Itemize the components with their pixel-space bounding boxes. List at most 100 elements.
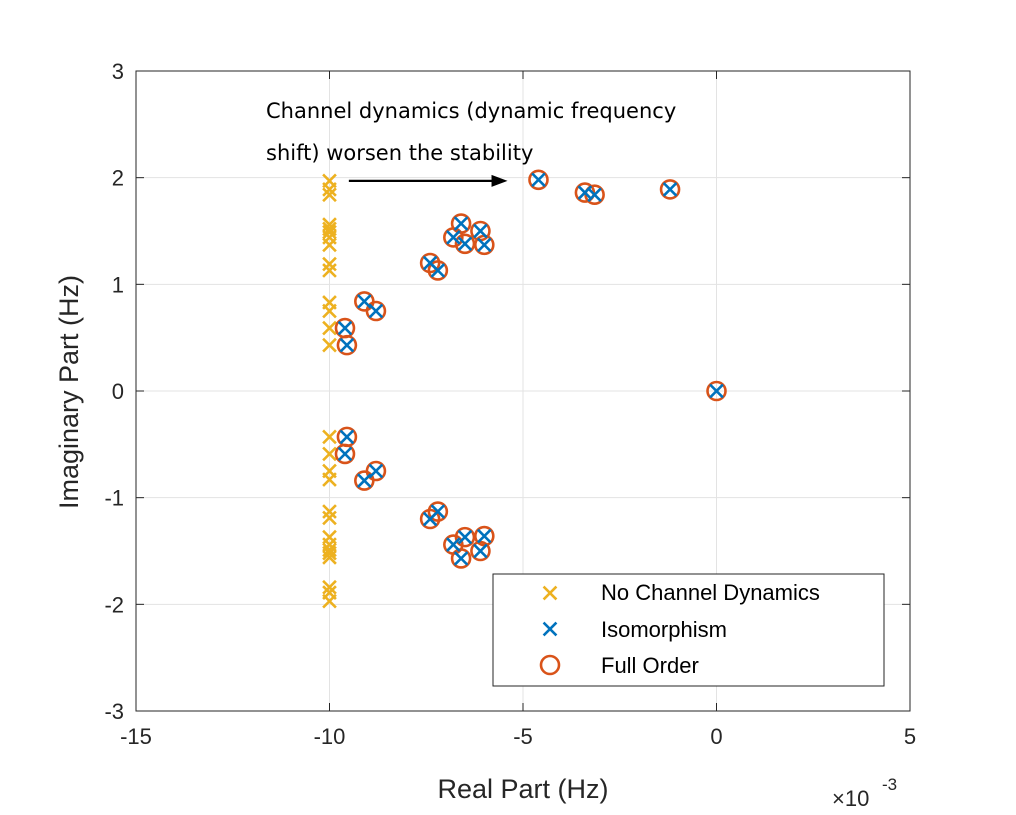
series-full-order-point (334, 443, 356, 465)
x-multiplier-base: ×10 (832, 786, 869, 811)
legend-label-no-channel-dynamics: No Channel Dynamics (601, 580, 820, 605)
series-full-order-point (659, 179, 681, 200)
series-full-order-point (443, 227, 464, 248)
series-isomorphism-point (531, 172, 546, 188)
y-tick-label: -2 (104, 592, 124, 617)
series-isomorphism-point (453, 216, 469, 231)
series-isomorphism-point (457, 529, 473, 545)
series-full-order-point (354, 470, 375, 491)
series-no-channel-dynamics-point (322, 446, 337, 462)
series-isomorphism-point (339, 337, 355, 353)
series-isomorphism-point (356, 294, 372, 309)
y-tick-label: -1 (104, 486, 124, 511)
data-marks (322, 169, 727, 609)
x-tick-label: 0 (710, 724, 722, 749)
series-no-channel-dynamics-point (322, 429, 337, 445)
series-no-channel-dynamics-point (322, 472, 337, 487)
series-isomorphism-point (337, 446, 353, 462)
series-no-channel-dynamics-point-stroke-2 (322, 182, 337, 197)
series-isomorphism-point-stroke-2 (339, 429, 355, 445)
series-no-channel-dynamics-point-stroke-2 (322, 303, 337, 319)
series-isomorphism-point-stroke-2 (473, 543, 488, 559)
x-axis-multiplier: ×10 -3 (832, 775, 897, 811)
x-tick-label: -10 (314, 724, 346, 749)
series-no-channel-dynamics-point-stroke-2 (322, 337, 337, 353)
series-no-channel-dynamics-point-stroke-2 (322, 237, 337, 253)
y-tick-label: -3 (104, 699, 124, 724)
legend: No Channel Dynamics Isomorphism Full Ord… (492, 573, 885, 687)
series-no-channel-dynamics-point-stroke-2 (322, 446, 337, 462)
series-isomorphism-point-stroke-2 (356, 294, 372, 309)
series-isomorphism-point (473, 223, 488, 239)
series-isomorphism-point-stroke-2 (446, 230, 461, 245)
series-no-channel-dynamics-point-stroke-2 (322, 187, 337, 203)
series-isomorphism-point (476, 528, 492, 544)
series-no-channel-dynamics-point (322, 224, 337, 240)
y-tick-label: 0 (112, 379, 124, 404)
series-no-channel-dynamics-point-stroke-2 (322, 510, 337, 526)
series-no-channel-dynamics-point (322, 510, 337, 526)
legend-marker-isomorphism (542, 621, 558, 637)
x-tick-label: -15 (120, 724, 152, 749)
series-full-order-point (419, 508, 441, 530)
x-tick-label: -5 (513, 724, 533, 749)
series-isomorphism-point-stroke-2 (587, 187, 602, 203)
series-isomorphism-point-stroke-2 (368, 303, 384, 319)
series-full-order-point (470, 540, 491, 562)
annotation: Channel dynamics (dynamic frequency shif… (266, 99, 676, 187)
plot-frame (135, 70, 911, 712)
series-isomorphism-point-stroke-2 (453, 216, 469, 231)
series-full-order-point (473, 525, 495, 547)
series-isomorphism-point (446, 537, 461, 552)
y-tick-label: 1 (112, 272, 124, 297)
legend-marker-full-order (539, 654, 561, 676)
y-tick-label: 3 (112, 59, 124, 84)
series-full-order-point (365, 300, 387, 322)
series-no-channel-dynamics-point-stroke-2 (322, 472, 337, 487)
series-no-channel-dynamics-point-stroke-2 (322, 221, 337, 237)
series-no-channel-dynamics-point (322, 337, 337, 353)
series-no-channel-dynamics-point-stroke-2 (322, 224, 337, 240)
series-isomorphism-point (476, 237, 492, 253)
legend-label-isomorphism: Isomorphism (601, 617, 727, 642)
series-no-channel-dynamics-point-stroke-2 (322, 545, 337, 561)
series-isomorphism-point (356, 473, 372, 488)
legend-marker-no-channel-dynamics (542, 585, 558, 601)
series-no-channel-dynamics-point-stroke-2 (322, 263, 337, 278)
series-no-channel-dynamics-point-stroke-2 (322, 593, 337, 609)
legend-marker-isomorphism-stroke-2 (542, 621, 558, 637)
series-isomorphism-point-stroke-2 (422, 511, 438, 527)
series-full-order-point (336, 334, 358, 356)
series-no-channel-dynamics-point-stroke-2 (322, 320, 337, 336)
series-no-channel-dynamics-point (322, 182, 337, 197)
series-no-channel-dynamics-point-stroke-2 (322, 550, 337, 565)
series-no-channel-dynamics-point (322, 187, 337, 203)
series-isomorphism-point-stroke-2 (446, 537, 461, 552)
annotation-line-1: Channel dynamics (dynamic frequency (266, 99, 676, 123)
series-isomorphism-point-stroke-2 (337, 320, 353, 336)
annotation-arrowhead (491, 174, 508, 187)
series-isomorphism-point-stroke-2 (339, 337, 355, 353)
series-isomorphism-point (430, 263, 446, 278)
series-isomorphism-point-stroke-2 (662, 182, 678, 197)
series-isomorphism-point (473, 543, 488, 559)
series-isomorphism-point (662, 182, 678, 197)
series-isomorphism-point-stroke-2 (422, 255, 438, 271)
series-isomorphism-point (587, 187, 602, 203)
y-axis-label: Imaginary Part (Hz) (54, 275, 84, 509)
series-isomorphism-point-stroke-2 (356, 473, 372, 488)
series-isomorphism-point-stroke-2 (476, 528, 492, 544)
series-isomorphism-point (709, 383, 724, 399)
legend-marker-no-channel-dynamics-stroke-2 (542, 585, 558, 601)
series-full-order-point (427, 260, 449, 281)
series-isomorphism-point-stroke-2 (430, 263, 446, 278)
series-isomorphism-point (446, 230, 461, 245)
series-isomorphism-point-stroke-2 (457, 236, 473, 252)
series-no-channel-dynamics-point (322, 579, 337, 595)
series-isomorphism-point (337, 320, 353, 336)
series-full-order-point (528, 169, 549, 191)
series-isomorphism-point-stroke-2 (709, 383, 724, 399)
series-no-channel-dynamics-point (322, 320, 337, 336)
